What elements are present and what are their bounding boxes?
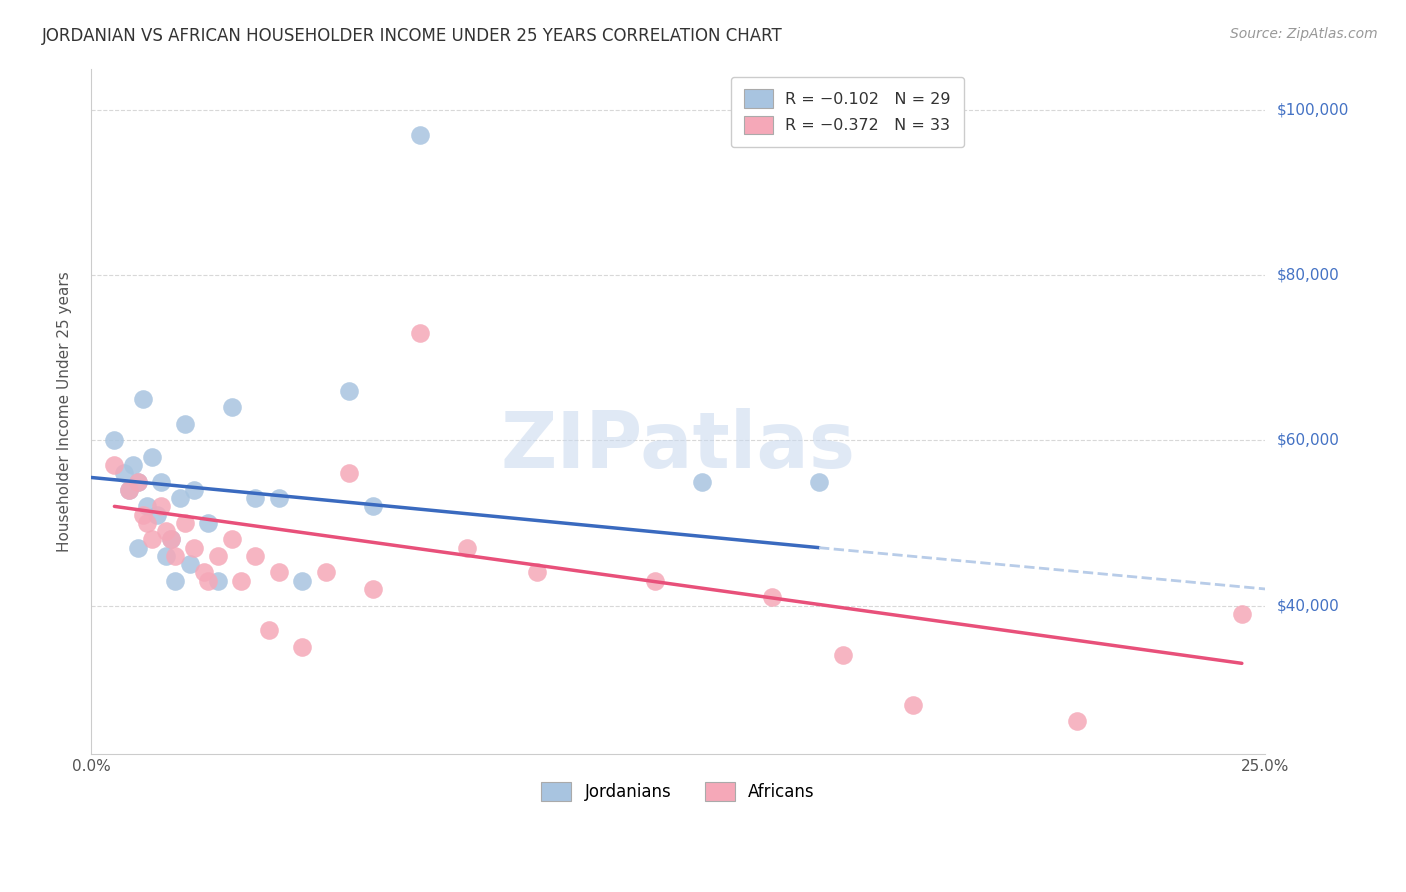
Point — [207, 549, 229, 563]
Text: $80,000: $80,000 — [1277, 268, 1339, 283]
Point — [159, 533, 181, 547]
Point — [267, 491, 290, 505]
Text: ZIPatlas: ZIPatlas — [501, 408, 856, 483]
Point — [456, 541, 478, 555]
Point — [644, 574, 666, 588]
Point — [169, 491, 191, 505]
Point — [315, 566, 337, 580]
Text: $100,000: $100,000 — [1277, 103, 1348, 118]
Point — [337, 467, 360, 481]
Text: Source: ZipAtlas.com: Source: ZipAtlas.com — [1230, 27, 1378, 41]
Point — [361, 500, 384, 514]
Point — [409, 128, 432, 142]
Point — [245, 549, 267, 563]
Point — [155, 549, 177, 563]
Point — [690, 475, 713, 489]
Y-axis label: Householder Income Under 25 years: Householder Income Under 25 years — [58, 271, 72, 552]
Point — [127, 475, 149, 489]
Point — [117, 483, 139, 497]
Point — [1066, 714, 1088, 728]
Point — [291, 574, 314, 588]
Point — [127, 475, 149, 489]
Point — [831, 648, 853, 662]
Point — [901, 698, 924, 712]
Point — [221, 533, 243, 547]
Point — [136, 500, 159, 514]
Text: $60,000: $60,000 — [1277, 433, 1340, 448]
Legend: Jordanians, Africans: Jordanians, Africans — [529, 769, 828, 814]
Point — [112, 467, 135, 481]
Point — [197, 516, 219, 530]
Point — [231, 574, 253, 588]
Point — [808, 475, 831, 489]
Point — [245, 491, 267, 505]
Point — [267, 566, 290, 580]
Point — [103, 458, 125, 472]
Point — [103, 434, 125, 448]
Point — [127, 541, 149, 555]
Point — [1230, 607, 1253, 621]
Point — [136, 516, 159, 530]
Point — [207, 574, 229, 588]
Point — [193, 566, 215, 580]
Point — [337, 384, 360, 398]
Point — [361, 582, 384, 596]
Point — [409, 326, 432, 340]
Text: JORDANIAN VS AFRICAN HOUSEHOLDER INCOME UNDER 25 YEARS CORRELATION CHART: JORDANIAN VS AFRICAN HOUSEHOLDER INCOME … — [42, 27, 783, 45]
Point — [155, 524, 177, 538]
Point — [183, 483, 205, 497]
Point — [150, 500, 173, 514]
Point — [526, 566, 548, 580]
Point — [131, 392, 153, 406]
Point — [131, 508, 153, 522]
Point — [183, 541, 205, 555]
Point — [165, 549, 187, 563]
Point — [197, 574, 219, 588]
Point — [122, 458, 145, 472]
Point — [173, 417, 195, 431]
Point — [145, 508, 167, 522]
Point — [141, 450, 163, 464]
Point — [141, 533, 163, 547]
Point — [150, 475, 173, 489]
Point — [117, 483, 139, 497]
Point — [179, 558, 201, 572]
Text: $40,000: $40,000 — [1277, 598, 1339, 613]
Point — [761, 591, 783, 605]
Point — [159, 533, 181, 547]
Point — [291, 640, 314, 654]
Point — [259, 624, 281, 638]
Point — [173, 516, 195, 530]
Point — [165, 574, 187, 588]
Point — [221, 401, 243, 415]
